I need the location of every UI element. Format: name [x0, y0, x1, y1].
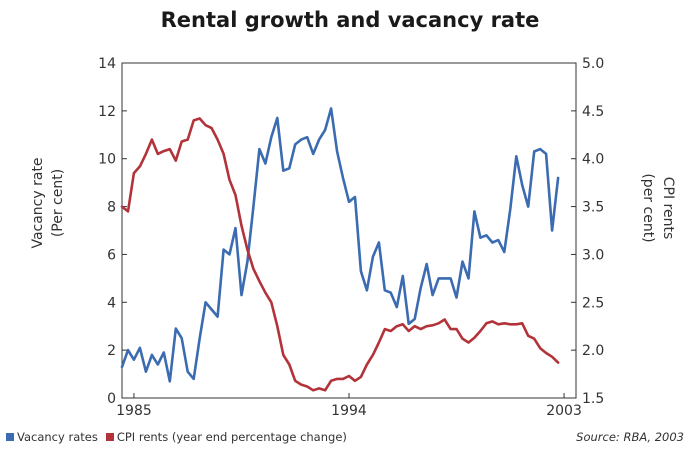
- legend: Vacancy rates CPI rents (year end percen…: [6, 430, 347, 444]
- right-tick-label: 3.5: [582, 200, 604, 216]
- right-tick-label: 3.0: [582, 247, 604, 263]
- left-axis-ticks: 0 2 4 6 8 10 12 14: [98, 56, 127, 407]
- legend-label-cpi: CPI rents (year end percentage change): [116, 430, 347, 444]
- left-tick-label: 12: [98, 104, 116, 120]
- vacancy-rate-line: [120, 107, 560, 383]
- right-tick-label: 2.0: [582, 343, 604, 359]
- legend-label-vacancy: Vacancy rates: [17, 430, 98, 444]
- left-tick-label: 8: [107, 200, 116, 216]
- left-axis-label: Vacancy rate (Per cent): [30, 157, 66, 248]
- right-axis-label: CPI rents (per cent): [640, 173, 676, 242]
- legend-swatch-cpi: [105, 433, 114, 441]
- right-tick-label: 4.0: [582, 152, 604, 168]
- chart-svg: 0 2 4 6 8 10 12 14 1.5 2.0 2.5 3.0 3.5 4.0 4.5 5.0 198…: [30, 56, 676, 419]
- series-layer: [120, 107, 560, 392]
- x-tick-label: 1985: [116, 403, 152, 419]
- legend-item-vacancy: Vacancy rates: [6, 430, 98, 444]
- left-tick-label: 0: [107, 391, 116, 407]
- x-tick-label: 1994: [331, 403, 367, 419]
- left-tick-label: 14: [98, 56, 116, 72]
- right-axis-label-line2: (per cent): [640, 173, 656, 242]
- right-tick-label: 2.5: [582, 295, 604, 311]
- right-axis-ticks: 1.5 2.0 2.5 3.0 3.5 4.0 4.5 5.0: [571, 56, 604, 407]
- legend-item-cpi: CPI rents (year end percentage change): [105, 430, 347, 444]
- left-tick-label: 2: [107, 343, 116, 359]
- left-tick-label: 10: [98, 152, 116, 168]
- left-tick-label: 6: [107, 247, 116, 263]
- left-axis-label-line1: Vacancy rate: [30, 157, 46, 248]
- chart-title: Rental growth and vacancy rate: [160, 8, 540, 32]
- legend-swatch-vacancy: [6, 433, 14, 441]
- right-tick-label: 1.5: [582, 391, 604, 407]
- source-note: Source: RBA, 2003: [576, 430, 684, 444]
- left-tick-label: 4: [107, 295, 116, 311]
- right-tick-label: 4.5: [582, 104, 604, 120]
- right-tick-label: 5.0: [582, 56, 604, 72]
- x-axis-ticks: 1985 1994 2003: [116, 393, 582, 419]
- x-tick-label: 2003: [546, 403, 582, 419]
- cpi-rents-line: [120, 117, 560, 392]
- right-axis-label-line1: CPI rents: [660, 177, 676, 240]
- left-axis-label-line2: (Per cent): [50, 169, 66, 237]
